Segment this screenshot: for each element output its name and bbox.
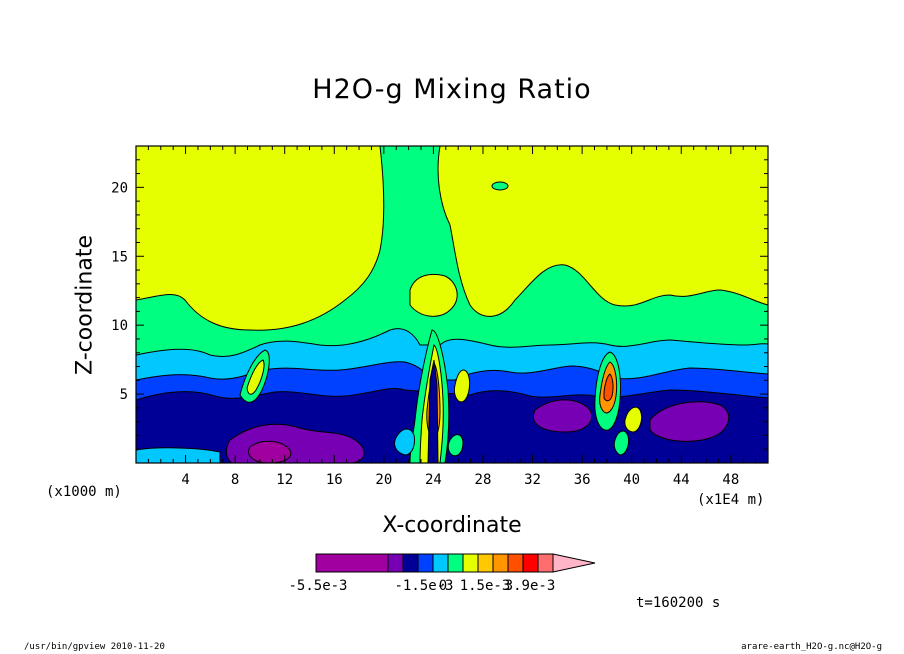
colorbar: -5.5e-3 -1.5e-30 1.5e-33.9e-3	[288, 553, 596, 594]
contour-field	[136, 146, 768, 463]
x-tick-label: 28	[475, 472, 492, 488]
x-tick-label: 20	[375, 472, 392, 488]
x-tick-label: 12	[276, 472, 293, 488]
colorbar-swatch	[315, 553, 389, 573]
colorbar-label: -5.5e-3	[288, 578, 347, 594]
colorbar-label: 0	[439, 578, 447, 594]
x-scale-label: (x1E4 m)	[697, 492, 765, 508]
colorbar-swatch	[522, 553, 539, 573]
colorbar-swatch	[462, 553, 479, 573]
chart-title: H2O-g Mixing Ratio	[312, 74, 592, 105]
colorbar-swatch	[477, 553, 494, 573]
colorbar-swatch	[432, 553, 449, 573]
x-tick-label: 40	[623, 472, 640, 488]
colorbar-swatch	[447, 553, 464, 573]
footer-command: /usr/bin/gpview 2010-11-20	[24, 642, 165, 652]
x-axis: 4 8 12 16 20 24 28 32 36 40 44 48	[147, 146, 757, 488]
y-axis-label: Z-coordinate	[72, 235, 98, 375]
plot-frame	[135, 145, 769, 464]
colorbar-swatch	[492, 553, 509, 573]
colorbar-swatch	[537, 553, 554, 573]
colorbar-swatch	[417, 553, 434, 573]
colorbar-label: -1.5e-3	[394, 578, 453, 594]
colorbar-label: 3.9e-3	[505, 578, 556, 594]
x-tick-label: 36	[574, 472, 591, 488]
colorbar-swatch	[387, 553, 404, 573]
x-unit-label: (x1000 m)	[46, 484, 122, 500]
colorbar-label: 1.5e-3	[460, 578, 511, 594]
x-tick-label: 8	[231, 472, 239, 488]
footer-source: arare-earth_H2O-g.nc@H2O-g	[741, 642, 882, 652]
y-tick-label: 10	[111, 318, 128, 334]
x-tick-label: 24	[425, 472, 442, 488]
y-tick-label: 5	[120, 387, 128, 403]
colorbar-swatch	[507, 553, 524, 573]
colorbar-swatch	[402, 553, 419, 573]
x-tick-label: 44	[673, 472, 690, 488]
x-tick-label: 32	[524, 472, 541, 488]
x-tick-label: 48	[722, 472, 739, 488]
colorbar-extend-arrow	[552, 553, 596, 573]
y-axis: 5 10 15 20	[111, 159, 768, 450]
y-tick-label: 15	[111, 249, 128, 265]
x-tick-label: 16	[326, 472, 343, 488]
y-tick-label: 20	[111, 180, 128, 196]
x-tick-label: 4	[181, 472, 189, 488]
x-axis-label: X-coordinate	[382, 513, 522, 538]
time-annotation: t=160200 s	[636, 595, 721, 611]
